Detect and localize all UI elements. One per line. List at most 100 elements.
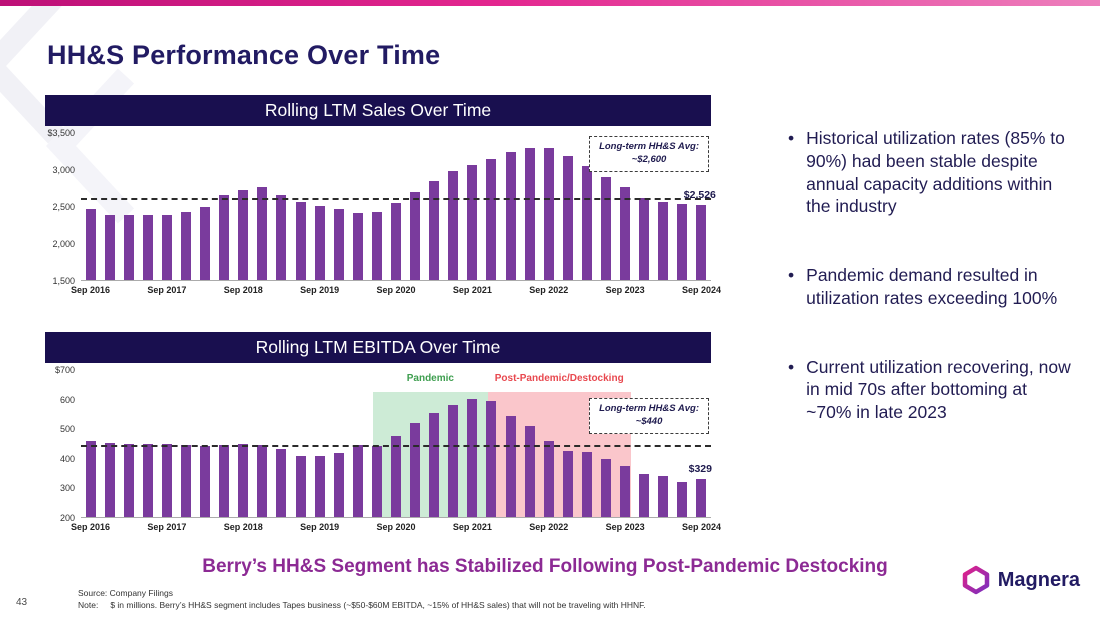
bar: [85, 440, 96, 517]
x-tick-label: Sep 2018: [223, 285, 263, 295]
bar: [696, 204, 707, 280]
footer-notes: Source: Company Filings Note: $ in millio…: [78, 587, 646, 612]
bar: [581, 452, 592, 517]
bar: [543, 148, 554, 280]
last-bar-value: $2,526: [683, 188, 716, 201]
bar: [104, 442, 115, 517]
bullet-text: Historical utilization rates (85% to 90%…: [806, 128, 1065, 217]
x-tick-label: Sep 2022: [529, 522, 569, 532]
bar: [658, 202, 669, 280]
bar: [410, 422, 421, 517]
y-tick-label: 200: [59, 513, 75, 523]
average-dashed-line: [81, 198, 711, 201]
note-label: Note:: [78, 600, 99, 611]
bar: [219, 445, 230, 517]
page-title: HH&S Performance Over Time: [47, 40, 441, 70]
bar: [161, 443, 172, 517]
bar: [505, 415, 516, 517]
bar: [620, 187, 631, 280]
ebitda-chart-body: $700 600 500 400 300 200 Long-term HH&S Avg: …: [45, 365, 721, 536]
source-line: Source: Company Filings: [78, 588, 173, 598]
bullet-marker-icon: •: [788, 265, 795, 285]
bar: [677, 203, 688, 280]
region-label: Pandemic: [406, 372, 454, 384]
bar: [181, 444, 191, 517]
bar: [371, 446, 382, 517]
bullet-text: Pandemic demand resulted in utilization …: [806, 265, 1058, 308]
x-tick-label: Sep 2016: [71, 522, 111, 532]
bar: [219, 195, 230, 280]
x-tick-label: Sep 2022: [529, 285, 569, 295]
bar: [677, 481, 688, 517]
bar: [448, 405, 459, 517]
x-tick-label: Sep 2017: [147, 285, 187, 295]
bar: [352, 213, 363, 280]
x-tick-label: Sep 2016: [71, 285, 111, 295]
bar: [486, 400, 497, 517]
bullet-marker-icon: •: [788, 128, 795, 148]
y-tick-label: 1,500: [52, 276, 75, 286]
sales-chart: Rolling LTM Sales Over Time $3,500 3,000 2…: [45, 95, 721, 299]
bar: [639, 474, 650, 517]
closing-statement: Berry’s HH&S Segment has Stabilized Foll…: [202, 556, 888, 577]
plot-area: Long-term HH&S Avg: ~$440 Pandemic Post-P…: [81, 370, 712, 518]
y-tick-label: 600: [59, 394, 75, 405]
bar: [410, 191, 421, 280]
x-tick-label: Sep 2024: [681, 285, 721, 295]
last-bar-value: $329: [688, 463, 712, 476]
avg-annotation-line2: ~$2,600: [631, 153, 667, 165]
bar: [562, 155, 573, 280]
bar: [123, 214, 134, 280]
note-line: Note: $ in millions. Berry’s HH&S segment…: [78, 599, 646, 611]
bar: [104, 214, 115, 280]
x-axis: Sep 2016 Sep 2017 Sep 2018 Sep 2019 Sep 2020…: [71, 518, 721, 536]
bar: [371, 211, 382, 280]
bar: [257, 186, 268, 280]
bar: [238, 190, 249, 280]
bar: [543, 440, 554, 517]
y-tick-label: 400: [59, 453, 75, 464]
bar: [429, 412, 440, 517]
bullet-item: • Pandemic demand resulted in utilizatio…: [788, 264, 1084, 310]
bar: [276, 195, 287, 280]
x-tick-label: Sep 2020: [376, 522, 416, 532]
bullet-item: • Historical utilization rates (85% to 9…: [788, 127, 1084, 218]
commentary-bullets: • Historical utilization rates (85% to 9…: [788, 127, 1084, 424]
bar: [295, 455, 306, 517]
bar: [639, 197, 650, 280]
bar: [467, 399, 478, 517]
bar: [314, 205, 325, 280]
bar: [467, 165, 478, 280]
ebitda-chart: Rolling LTM EBITDA Over Time $700 600 500 4…: [45, 332, 721, 536]
bar: [181, 212, 191, 280]
y-tick-label: $700: [54, 365, 75, 375]
x-tick-label: Sep 2017: [147, 522, 187, 532]
bar: [352, 444, 363, 517]
bar: [486, 158, 497, 280]
bar: [658, 475, 669, 517]
x-tick-label: Sep 2024: [681, 522, 721, 532]
bar: [257, 444, 268, 517]
bar: [238, 443, 249, 517]
average-dashed-line: [81, 445, 711, 448]
bar: [142, 444, 153, 517]
bar: [200, 445, 211, 517]
x-tick-label: Sep 2023: [605, 522, 645, 532]
bar: [524, 425, 535, 517]
y-axis: $3,500 3,000 2,500 2,000 1,500: [45, 128, 81, 286]
y-tick-label: 2,500: [52, 202, 75, 212]
bar: [142, 215, 153, 280]
bar: [391, 202, 401, 280]
note-text: $ in millions. Berry’s HH&S segment incl…: [110, 600, 646, 611]
bar: [448, 171, 459, 280]
top-accent-bar: [0, 0, 1100, 6]
y-tick-label: $3,500: [47, 128, 75, 138]
x-tick-label: Sep 2021: [452, 522, 492, 532]
bar: [601, 177, 611, 280]
bar: [562, 450, 573, 517]
bar: [391, 436, 401, 517]
avg-annotation: Long-term HH&S Avg: ~$440: [589, 398, 709, 434]
x-tick-label: Sep 2020: [376, 285, 416, 295]
bar: [581, 166, 592, 280]
bar: [161, 214, 172, 280]
